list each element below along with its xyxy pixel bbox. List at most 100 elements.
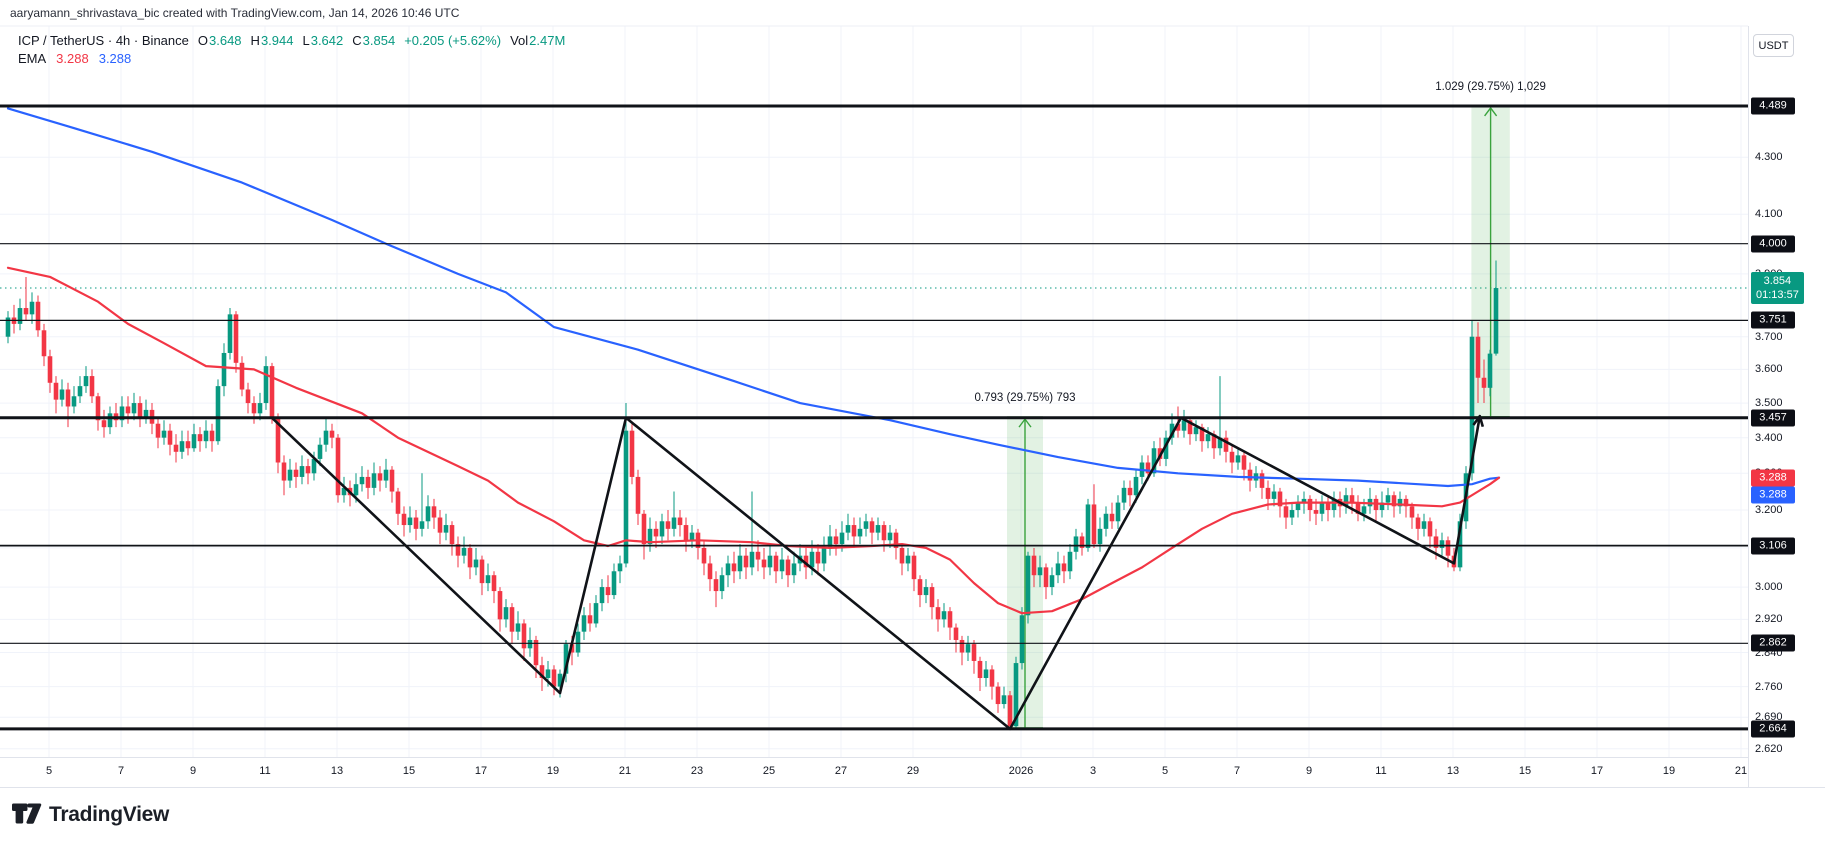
candle	[1007, 690, 1013, 729]
candle	[1403, 495, 1409, 518]
candle	[383, 458, 389, 488]
time-axis-label: 11	[1375, 765, 1387, 777]
candle	[215, 379, 221, 445]
candle	[257, 392, 263, 421]
time-axis-label: 21	[618, 765, 632, 777]
candle	[1019, 607, 1025, 670]
ohlc-close: C 3.854	[352, 33, 396, 48]
candle	[1325, 495, 1331, 522]
tradingview-logo[interactable]: TradingView	[12, 801, 169, 828]
candle	[269, 362, 275, 424]
ohlc-open: O 3.648	[197, 33, 242, 48]
candle	[197, 427, 203, 452]
candle	[605, 575, 611, 604]
candle	[551, 665, 557, 696]
candle	[1067, 544, 1073, 580]
time-axis-label: 23	[690, 765, 704, 777]
candle	[245, 382, 251, 414]
candle	[911, 551, 917, 592]
candle	[227, 308, 233, 360]
candle	[101, 409, 107, 438]
candle	[5, 311, 11, 344]
ema-legend[interactable]: EMA 3.288 3.288	[18, 51, 131, 66]
trend-zigzag-line	[271, 415, 1482, 731]
candle	[29, 292, 35, 324]
exchange-label: Binance	[141, 33, 189, 48]
candle	[239, 356, 245, 397]
price-line-badge: 2.862	[1751, 634, 1795, 652]
candlestick-chart-canvas[interactable]: 0.793 (29.75%) 793 1.029 (29.75%) 1,029	[0, 0, 1748, 787]
candle	[923, 579, 929, 604]
time-axis-label: 25	[762, 765, 776, 777]
candle	[1289, 502, 1295, 526]
time-axis[interactable]: 5 7 9 11 13 15 17 19 21 23 25 27 29 2026 3 5 7 9 11 13 15 17 1…	[0, 757, 1748, 788]
candle	[905, 547, 911, 572]
price-axis[interactable]: 4.3004.1003.9003.7003.6003.5003.4003.300…	[1748, 26, 1825, 787]
candle	[455, 536, 461, 568]
price-line-badge: 2.664	[1751, 720, 1795, 738]
candle	[137, 396, 143, 428]
candle	[1223, 430, 1229, 463]
candle	[1049, 567, 1055, 596]
axis-currency-button[interactable]: USDT	[1753, 34, 1794, 57]
candle	[971, 639, 977, 674]
interval-label[interactable]: 4h	[115, 33, 131, 48]
price-tick-label: 2.690	[1755, 711, 1783, 724]
candle	[1259, 469, 1265, 499]
candle	[1229, 444, 1235, 474]
candle	[707, 555, 713, 592]
time-axis-label: 7	[117, 765, 125, 777]
ema-fast-value: 3.288	[56, 51, 89, 66]
candle	[941, 603, 947, 628]
time-axis-label: 7	[1233, 765, 1241, 777]
candle	[281, 455, 287, 496]
candle	[161, 420, 167, 445]
time-axis-label: 19	[1662, 765, 1676, 777]
candle	[1295, 495, 1301, 518]
candle	[1115, 495, 1121, 529]
price-range-arrowhead	[1484, 106, 1498, 117]
candle	[1487, 349, 1493, 397]
candle	[1385, 487, 1391, 511]
candle	[317, 437, 323, 467]
candle	[779, 547, 785, 580]
symbol-legend[interactable]: ICP / TetherUS · 4h · Binance O 3.648 H 3.…	[18, 33, 565, 48]
candle	[965, 635, 971, 661]
candle	[1097, 517, 1103, 552]
time-axis-label: 13	[330, 765, 344, 777]
price-tick-label: 3.200	[1755, 504, 1783, 517]
candle	[743, 547, 749, 580]
candle	[881, 521, 887, 552]
price-tick-label: 4.100	[1755, 208, 1783, 221]
candle	[1481, 359, 1487, 404]
candle	[593, 595, 599, 628]
candle	[725, 555, 731, 588]
candle	[113, 403, 119, 428]
candle	[479, 555, 485, 596]
candle	[929, 583, 935, 620]
candle	[815, 544, 821, 576]
candle	[677, 510, 683, 537]
symbol-title[interactable]: ICP / TetherUS · 4h · Binance	[18, 33, 189, 48]
candle	[179, 430, 185, 459]
candle	[1355, 495, 1361, 522]
time-axis-label: 2026	[1008, 765, 1034, 777]
candle	[107, 406, 113, 435]
candle	[299, 455, 305, 485]
candle	[293, 462, 299, 488]
candle	[461, 536, 467, 564]
trend-line-layer	[271, 414, 1485, 731]
price-tick-label: 2.760	[1755, 680, 1783, 693]
ema-layer	[6, 107, 1501, 615]
candle	[737, 544, 743, 580]
time-axis-label: 27	[834, 765, 848, 777]
candle	[1055, 551, 1061, 584]
candle	[1205, 427, 1211, 449]
time-axis-label: 17	[1590, 765, 1604, 777]
candle	[935, 599, 941, 632]
time-axis-label: 3	[1089, 765, 1097, 777]
candle	[983, 660, 989, 687]
candle	[785, 555, 791, 588]
candle	[401, 506, 407, 537]
